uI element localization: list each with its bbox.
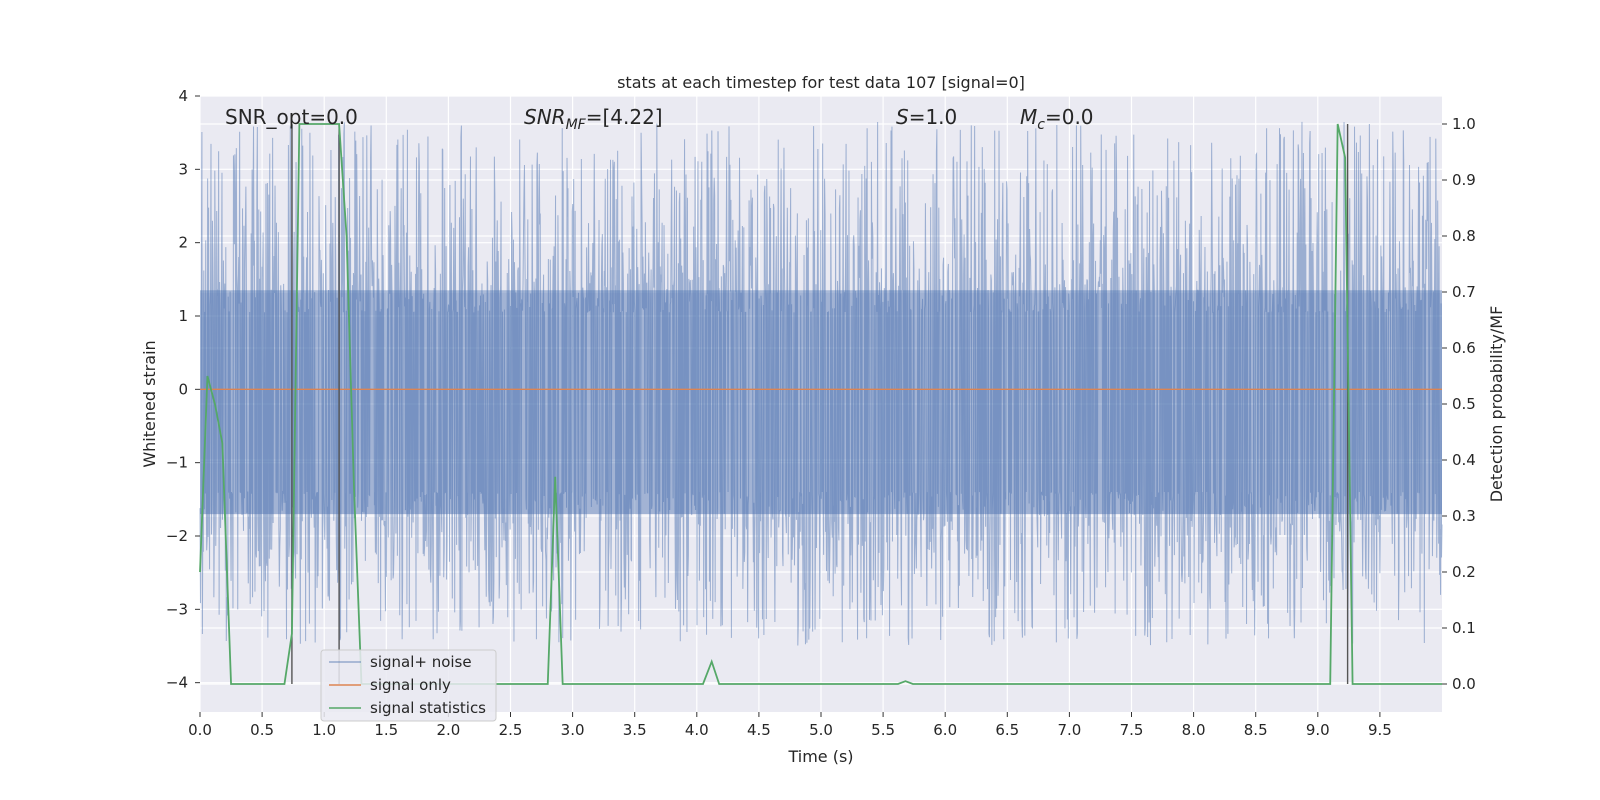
- snr-mf-sub: MF: [566, 117, 587, 133]
- snr-mf-value: =[4.22]: [586, 105, 663, 129]
- y2-tick-label: 0.7: [1452, 283, 1476, 301]
- y-tick-label: −2: [166, 527, 188, 545]
- mc-label: M: [1020, 105, 1037, 129]
- x-tick-label: 5.5: [871, 721, 895, 739]
- y-tick-label: −3: [166, 600, 188, 618]
- y2-tick-label: 0.3: [1452, 507, 1476, 525]
- mc-sub: c: [1037, 117, 1045, 133]
- x-tick-label: 3.5: [623, 721, 647, 739]
- x-tick-label: 2.5: [499, 721, 523, 739]
- y2-tick-label: 0.2: [1452, 563, 1476, 581]
- x-tick-label: 0.0: [188, 721, 212, 739]
- x-tick-label: 8.5: [1244, 721, 1268, 739]
- x-tick-label: 4.0: [685, 721, 709, 739]
- y-tick-label: 0: [178, 380, 188, 398]
- y-tick-label: 3: [178, 160, 188, 178]
- annotation-s: S=1.0: [896, 105, 957, 129]
- x-tick-label: 8.0: [1182, 721, 1206, 739]
- x-tick-label: 6.5: [995, 721, 1019, 739]
- legend: signal+ noise signal only signal statist…: [320, 649, 497, 722]
- legend-label-stats: signal statistics: [370, 699, 486, 717]
- x-tick-label: 1.5: [374, 721, 398, 739]
- x-tick-label: 0.5: [250, 721, 274, 739]
- mc-value: =0.0: [1045, 105, 1094, 129]
- y2-tick-label: 0.8: [1452, 227, 1476, 245]
- legend-label-noise: signal+ noise: [370, 653, 472, 671]
- chart-title: stats at each timestep for test data 107…: [617, 73, 1025, 92]
- legend-box: [320, 649, 497, 722]
- y-tick-label: 2: [178, 234, 188, 252]
- y2-tick-label: 0.4: [1452, 451, 1476, 469]
- y2-tick-label: 0.9: [1452, 171, 1476, 189]
- x-tick-label: 1.0: [312, 721, 336, 739]
- x-tick-label: 7.5: [1120, 721, 1144, 739]
- s-value: =1.0: [909, 105, 958, 129]
- x-tick-label: 4.5: [747, 721, 771, 739]
- y-tick-label: −4: [166, 674, 188, 692]
- noise-series: [199, 121, 1443, 646]
- y-tick-label: 4: [178, 87, 188, 105]
- noise-core-band: [200, 290, 1442, 514]
- x-tick-label: 5.0: [809, 721, 833, 739]
- x-tick-label: 9.0: [1306, 721, 1330, 739]
- y2-tick-label: 0.0: [1452, 675, 1476, 693]
- y2-tick-label: 0.5: [1452, 395, 1476, 413]
- y2-tick-label: 1.0: [1452, 115, 1476, 133]
- ticks: 0.0 0.5 1.0 1.5 2.0 2.5 3.0 3.5 4.0 4.5 5.0 5.5 6.0 6…: [166, 87, 1476, 739]
- y2-axis-label: Detection probability/MF: [1487, 306, 1506, 503]
- x-tick-label: 6.0: [933, 721, 957, 739]
- x-tick-label: 2.0: [436, 721, 460, 739]
- x-tick-label: 9.5: [1368, 721, 1392, 739]
- annotation-mc: Mc=0.0: [1020, 105, 1094, 133]
- annotation-snr-mf: SNRMF=[4.22]: [524, 105, 663, 133]
- snr-mf-label: SNR: [524, 105, 566, 129]
- annotation-snr-opt: SNR_opt=0.0: [225, 105, 358, 129]
- y2-tick-label: 0.6: [1452, 339, 1476, 357]
- y2-tick-label: 0.1: [1452, 619, 1476, 637]
- x-tick-label: 7.0: [1057, 721, 1081, 739]
- y-tick-label: 1: [178, 307, 188, 325]
- x-axis-label: Time (s): [787, 747, 853, 766]
- y-tick-label: −1: [166, 454, 188, 472]
- y-axis-label: Whitened strain: [140, 340, 159, 467]
- noise-trace: [199, 121, 1443, 646]
- legend-label-signal: signal only: [370, 676, 451, 694]
- x-tick-label: 3.0: [561, 721, 585, 739]
- s-label: S: [896, 105, 909, 129]
